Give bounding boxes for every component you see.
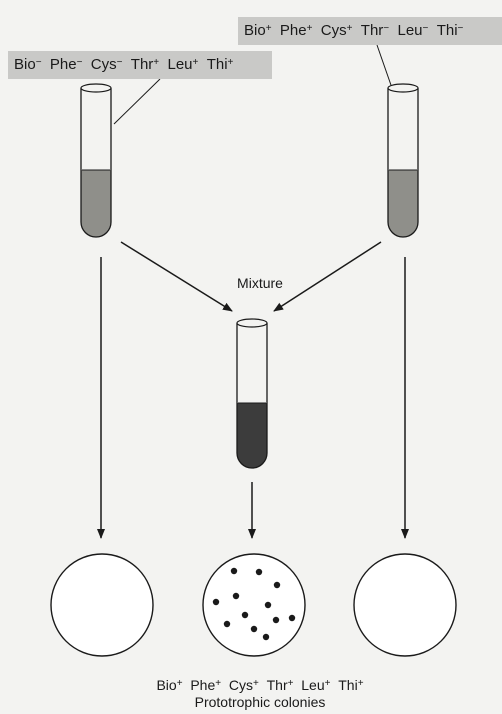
- gene-sign: +: [253, 678, 259, 689]
- right-strain-gene-list: Bio+ Phe+ Cys+ Thr− Leu− Thi−: [244, 22, 463, 39]
- gene-marker: Cys+: [321, 22, 353, 39]
- gene-sign: +: [306, 23, 313, 34]
- gene-name: Cys: [228, 677, 253, 693]
- colony: [230, 567, 238, 575]
- gene-sign: +: [324, 678, 331, 689]
- right-test-tube: [387, 83, 419, 238]
- gene-name: Thr: [266, 677, 288, 693]
- gene-marker: Phe+: [280, 22, 313, 39]
- gene-name: Leu: [301, 677, 325, 693]
- gene-marker: Phe−: [50, 56, 83, 73]
- right-strain-genotype: Bio+ Phe+ Cys+ Thr− Leu− Thi−: [238, 17, 502, 45]
- gene-sign: +: [176, 678, 183, 689]
- gene-name: Thr: [130, 56, 154, 73]
- gene-sign: −: [383, 23, 390, 34]
- gene-name: Thi: [206, 56, 228, 73]
- colony: [273, 581, 281, 589]
- gene-name: Bio: [244, 22, 266, 39]
- gene-name: Thi: [436, 22, 458, 39]
- left-test-tube: [80, 83, 112, 238]
- gene-marker: Bio+: [244, 22, 272, 39]
- gene-sign: −: [116, 57, 123, 68]
- gene-sign: +: [346, 23, 353, 34]
- left-label-leader: [113, 78, 161, 125]
- colony: [232, 592, 240, 600]
- gene-name: Cys: [320, 22, 347, 39]
- gene-name: Cys: [90, 56, 117, 73]
- gene-marker: Thr−: [361, 22, 389, 39]
- gene-marker: Phe+: [190, 677, 221, 693]
- left-tube-rim: [80, 83, 112, 93]
- colony: [255, 568, 263, 576]
- prototrophic-colonies: [212, 567, 296, 641]
- gene-name: Thi: [338, 677, 358, 693]
- mixture-test-tube: [236, 318, 268, 469]
- gene-marker: Leu−: [397, 22, 428, 39]
- gene-name: Phe: [190, 677, 216, 693]
- colony: [288, 614, 296, 622]
- gene-marker: Leu+: [167, 56, 198, 73]
- gene-marker: Leu+: [301, 677, 330, 693]
- prototrophic-colonies-caption: Prototrophic colonies: [194, 694, 326, 710]
- prototroph-gene-list: Bio+ Phe+ Cys+ Thr+ Leu+ Thi+: [156, 677, 363, 693]
- gene-name: Bio: [156, 677, 177, 693]
- arrow-right-to-mixture: [273, 241, 382, 312]
- gene-marker: Thr+: [267, 677, 294, 693]
- colony: [264, 601, 272, 609]
- gene-sign: −: [76, 57, 83, 68]
- middle-plate: [202, 553, 306, 657]
- left-plate: [50, 553, 154, 657]
- colony: [241, 611, 249, 619]
- right-plate: [353, 553, 457, 657]
- mixture-tube-rim: [236, 318, 268, 328]
- colony: [262, 633, 270, 641]
- gene-marker: Thr+: [131, 56, 159, 73]
- gene-sign: +: [215, 678, 222, 689]
- gene-sign: −: [457, 23, 464, 34]
- left-tube-outline: [80, 88, 112, 238]
- gene-marker: Thi+: [207, 56, 234, 73]
- left-strain-gene-list: Bio− Phe− Cys− Thr+ Leu+ Thi+: [14, 56, 233, 73]
- gene-name: Leu: [397, 22, 423, 39]
- right-tube-outline: [387, 88, 419, 238]
- right-tube-rim: [387, 83, 419, 93]
- gene-sign: +: [153, 57, 160, 68]
- gene-marker: Cys−: [91, 56, 123, 73]
- arrow-left-to-mixture: [120, 241, 233, 312]
- gene-name: Leu: [167, 56, 193, 73]
- prototroph-genotype: Bio+ Phe+ Cys+ Thr+ Leu+ Thi+: [100, 677, 420, 693]
- gene-name: Phe: [279, 22, 307, 39]
- gene-name: Bio: [14, 56, 36, 73]
- gene-marker: Bio−: [14, 56, 42, 73]
- colony: [223, 620, 231, 628]
- gene-sign: +: [192, 57, 199, 68]
- colony: [272, 616, 280, 624]
- colony: [250, 625, 258, 633]
- gene-name: Thr: [360, 22, 384, 39]
- mixture-tube-culture: [237, 403, 267, 468]
- gene-sign: +: [265, 23, 272, 34]
- right-tube-culture: [388, 170, 418, 237]
- gene-marker: Cys+: [229, 677, 259, 693]
- gene-sign: −: [422, 23, 429, 34]
- left-tube-culture: [81, 170, 111, 237]
- gene-sign: −: [35, 57, 42, 68]
- colony: [212, 598, 220, 606]
- right-label-leader: [376, 44, 393, 89]
- gene-marker: Thi+: [338, 677, 363, 693]
- gene-sign: +: [287, 678, 294, 689]
- mixture-tube-outline: [236, 323, 268, 469]
- left-strain-genotype: Bio− Phe− Cys− Thr+ Leu+ Thi+: [8, 51, 272, 79]
- gene-marker: Bio+: [156, 677, 182, 693]
- gene-name: Phe: [49, 56, 77, 73]
- mixture-label: Mixture: [237, 275, 283, 291]
- gene-marker: Thi−: [437, 22, 464, 39]
- gene-sign: +: [357, 678, 364, 689]
- gene-sign: +: [227, 57, 234, 68]
